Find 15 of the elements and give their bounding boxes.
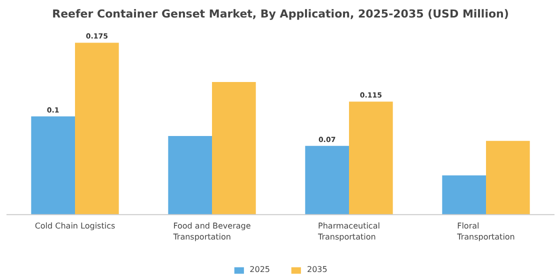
x-tick-label: Cold Chain Logistics — [34, 222, 116, 231]
bar — [442, 175, 486, 215]
bar — [349, 102, 393, 215]
bar — [305, 146, 349, 215]
bar — [168, 136, 212, 215]
bar — [75, 42, 119, 215]
bar — [486, 140, 530, 215]
bar — [31, 116, 75, 215]
x-tick-label: Food and Beverage Transportation — [172, 222, 251, 242]
chart-title: Reefer Container Genset Market, By Application, 2025-2035 (USD Million) — [52, 8, 509, 20]
x-tick-label: Floral Transportation — [456, 222, 515, 242]
legend-label: 2035 — [307, 265, 328, 274]
x-tick-label: Pharmaceutical Transportation — [317, 222, 380, 242]
bar — [212, 82, 256, 215]
legend-label: 2025 — [250, 265, 270, 274]
